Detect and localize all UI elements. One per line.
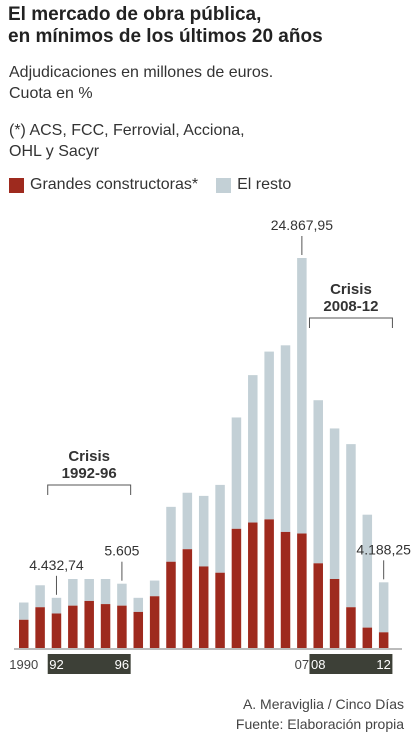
bar-resto-2003 <box>231 417 242 529</box>
axis-band-1 <box>309 654 393 674</box>
bar-grandes-1992 <box>51 613 62 648</box>
credit-source: Fuente: Elaboración propia <box>235 716 404 732</box>
bar-resto-2000 <box>182 492 193 550</box>
bar-grandes-1990 <box>19 619 29 648</box>
bar-resto-2009 <box>329 428 340 579</box>
bar-resto-2007 <box>297 258 307 534</box>
legend-label-grandes: Grandes constructoras* <box>30 176 199 193</box>
bar-grandes-1997 <box>133 611 144 648</box>
bar-resto-1991 <box>35 585 45 608</box>
bar-grandes-1999 <box>166 561 176 648</box>
bar-grandes-2006 <box>280 531 291 648</box>
bar-resto-1992 <box>51 597 62 614</box>
x-tick-label-1996: 96 <box>115 657 129 672</box>
x-tick-label-2008: 08 <box>311 657 325 672</box>
bar-grandes-2003 <box>231 528 242 648</box>
bar-grandes-2010 <box>346 607 356 648</box>
bar-resto-1997 <box>133 597 144 612</box>
credit-author: A. Meraviglia / Cinco Días <box>242 696 404 712</box>
title-line-2: en mínimos de los últimos 20 años <box>8 26 323 47</box>
period-bracket-1 <box>308 317 393 328</box>
bar-grandes-1996 <box>117 605 127 648</box>
bar-resto-2005 <box>264 351 274 520</box>
subtitle-line-2: Cuota en % <box>9 85 93 102</box>
annotation-label-2012: 4.188,25 <box>356 541 411 557</box>
x-tick-label-1992: 92 <box>49 657 63 672</box>
credits: A. Meraviglia / Cinco Días Fuente: Elabo… <box>236 694 404 734</box>
bar-grandes-1995 <box>100 604 111 648</box>
bar-grandes-2008 <box>313 563 323 648</box>
footnote: (*) ACS, FCC, Ferrovial, Acciona, OHL y … <box>9 120 409 162</box>
bar-grandes-1998 <box>149 596 160 648</box>
bar-resto-2004 <box>248 375 258 523</box>
period-label-line1-0: Crisis <box>68 448 110 465</box>
bar-grandes-2002 <box>215 572 225 648</box>
bar-resto-1999 <box>166 506 176 562</box>
x-tick-label-1990: 1990 <box>9 657 38 672</box>
bar-grandes-1993 <box>68 605 78 648</box>
bar-resto-1990 <box>19 602 29 620</box>
bar-resto-1998 <box>149 580 160 597</box>
bar-grandes-1991 <box>35 607 45 648</box>
bar-resto-1996 <box>117 583 127 606</box>
legend-swatch-grandes <box>9 177 24 193</box>
bar-resto-2012 <box>378 582 389 633</box>
x-tick-label-2012: 12 <box>376 657 390 672</box>
bar-grandes-2009 <box>329 578 340 648</box>
bar-resto-1995 <box>100 578 111 605</box>
bar-resto-2010 <box>346 444 356 608</box>
bar-resto-2008 <box>313 400 323 564</box>
footnote-line-1: (*) ACS, FCC, Ferrovial, Acciona, <box>9 122 245 139</box>
title-line-1: El mercado de obra pública, <box>8 4 262 25</box>
bar-grandes-2007 <box>297 533 307 648</box>
bar-grandes-1994 <box>84 600 94 648</box>
bar-grandes-2005 <box>264 519 274 648</box>
chart-subtitle: Adjudicaciones en millones de euros. Cuo… <box>9 62 409 104</box>
legend-swatch-resto <box>216 177 232 193</box>
x-tick-label-2007: 07 <box>295 657 309 672</box>
annotation-label-1992: 4.432,74 <box>29 557 84 573</box>
axis-band-0 <box>47 654 131 674</box>
subtitle-line-1: Adjudicaciones en millones de euros. <box>9 64 274 81</box>
bar-grandes-2001 <box>198 566 209 648</box>
bar-resto-2001 <box>198 495 209 567</box>
legend-item-grandes: Grandes constructoras* <box>9 176 198 194</box>
legend: Grandes constructoras* El resto <box>9 176 309 194</box>
bar-resto-2011 <box>362 514 373 628</box>
chart-title: El mercado de obra pública, en mínimos d… <box>8 4 408 48</box>
bar-grandes-2004 <box>248 522 258 648</box>
bar-resto-1993 <box>68 578 78 606</box>
legend-label-resto: El resto <box>237 176 292 193</box>
legend-item-resto: El resto <box>216 176 291 194</box>
period-bracket-0 <box>47 484 132 495</box>
bar-grandes-2000 <box>182 549 193 648</box>
annotation-label-1996: 5.605 <box>104 543 139 559</box>
period-label-line2-0: 1992-96 <box>62 465 117 482</box>
bar-resto-2006 <box>280 345 291 532</box>
bar-grandes-2012 <box>378 632 389 648</box>
footnote-line-2: OHL y Sacyr <box>9 143 100 160</box>
bar-resto-2002 <box>215 484 225 573</box>
period-label-line2-1: 2008-12 <box>323 298 378 315</box>
bar-grandes-2011 <box>362 627 373 648</box>
period-label-line1-1: Crisis <box>330 281 372 298</box>
bar-resto-1994 <box>84 578 94 601</box>
annotation-label-2007: 24.867,95 <box>271 217 333 233</box>
